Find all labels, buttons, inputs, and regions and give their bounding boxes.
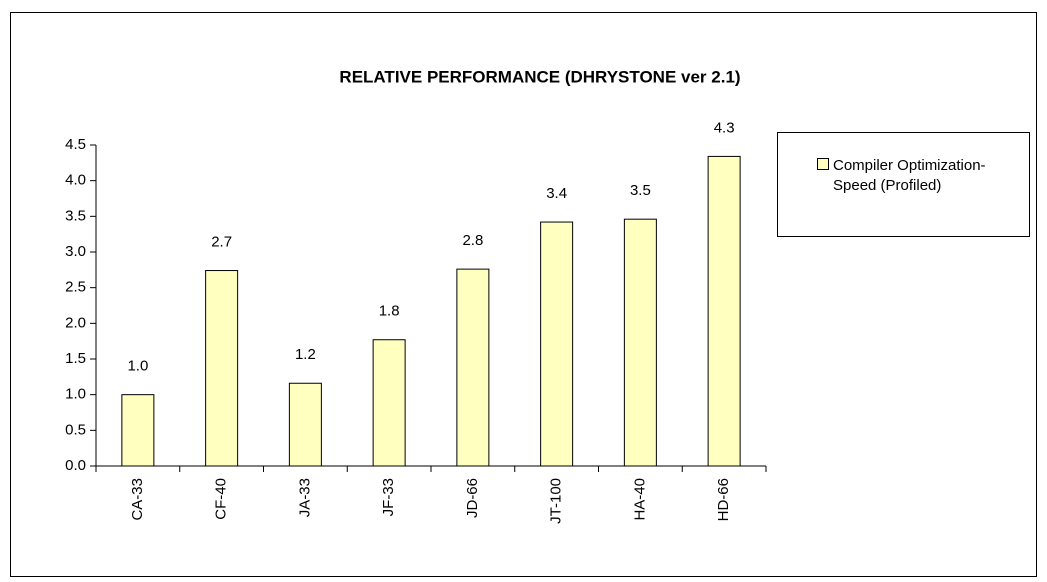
y-tick-label: 1.0 (65, 386, 86, 403)
x-tick-label: JD-66 (464, 478, 481, 518)
bar (456, 268, 490, 467)
legend-swatch (817, 158, 829, 170)
value-label: 1.8 (379, 303, 400, 320)
value-label: 4.3 (714, 119, 735, 136)
y-tick-label: 4.5 (65, 136, 86, 153)
y-tick-label: 3.0 (65, 243, 86, 260)
x-tick-label: CA-33 (129, 478, 146, 521)
value-label: 3.5 (630, 182, 651, 199)
value-label: 3.4 (546, 185, 567, 202)
value-label: 1.2 (295, 346, 316, 363)
value-label: 1.0 (127, 358, 148, 375)
bar (707, 155, 741, 467)
value-label: 2.7 (211, 234, 232, 251)
y-tick-label: 2.0 (65, 314, 86, 331)
bar (372, 339, 406, 467)
x-tick-label: HA-40 (631, 478, 648, 521)
bar (121, 394, 155, 467)
y-tick-label: 2.5 (65, 279, 86, 296)
bar (288, 382, 322, 467)
chart-title: RELATIVE PERFORMANCE (DHRYSTONE ver 2.1) (339, 67, 740, 86)
value-label: 2.8 (462, 232, 483, 249)
chart-border (10, 12, 1037, 577)
y-tick-label: 0.5 (65, 421, 86, 438)
x-tick-label: JT-100 (548, 478, 565, 524)
y-tick-label: 1.5 (65, 350, 86, 367)
x-tick-label: JF-33 (380, 478, 397, 516)
bar (623, 218, 657, 467)
x-tick-label: JA-33 (296, 478, 313, 517)
x-tick-label: HD-66 (715, 478, 732, 521)
legend-label: Compiler Optimization-Speed (Profiled) (833, 157, 986, 194)
legend-box (777, 132, 1030, 237)
y-tick-label: 3.5 (65, 207, 86, 224)
bar (540, 221, 574, 467)
x-tick-label: CF-40 (213, 478, 230, 520)
y-tick-label: 4.0 (65, 172, 86, 189)
y-tick-label: 0.0 (65, 457, 86, 474)
bar (205, 270, 239, 467)
